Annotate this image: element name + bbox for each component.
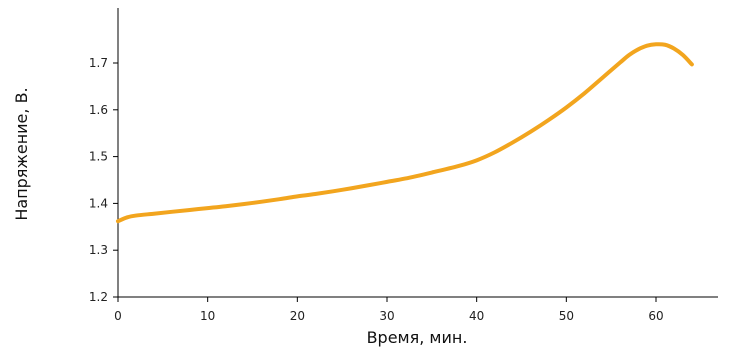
x-tick-label: 30	[379, 309, 394, 323]
y-tick-label: 1.5	[89, 150, 108, 164]
x-tick-label: 60	[648, 309, 663, 323]
voltage-series-line	[116, 42, 694, 224]
x-ticks: 0 10 20 30 40 50 60	[114, 297, 664, 323]
y-tick-label: 1.7	[89, 56, 108, 70]
x-tick-label: 10	[200, 309, 215, 323]
axes	[117, 8, 718, 298]
y-tick-label: 1.6	[89, 103, 108, 117]
y-tick-label: 1.3	[89, 243, 108, 257]
y-ticks: 1.2 1.3 1.4 1.5 1.6 1.7	[89, 56, 118, 304]
x-tick-label: 0	[114, 309, 122, 323]
x-tick-label: 50	[559, 309, 574, 323]
y-tick-label: 1.4	[89, 196, 108, 210]
y-tick-label: 1.2	[89, 290, 108, 304]
x-axis-title: Время, мин.	[367, 328, 468, 347]
y-axis-title: Напряжение, В.	[12, 87, 31, 220]
x-tick-label: 40	[469, 309, 484, 323]
x-tick-label: 20	[290, 309, 305, 323]
